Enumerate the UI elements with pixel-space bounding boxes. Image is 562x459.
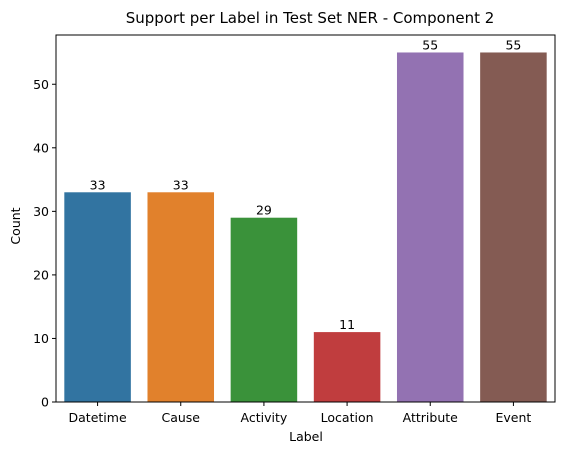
data-label-datetime: 33: [90, 177, 106, 192]
x-tick-label-activity: Activity: [241, 410, 288, 425]
x-tick-label-datetime: Datetime: [69, 410, 127, 425]
data-label-attribute: 55: [422, 37, 438, 52]
axes-frame: [55, 34, 556, 403]
bar-location: [313, 332, 381, 402]
y-tick-label: 40: [33, 140, 49, 155]
x-axis-label: Label: [289, 429, 323, 444]
y-tick-label: 10: [33, 331, 49, 346]
y-tick-label: 0: [41, 395, 49, 410]
chart-title: Support per Label in Test Set NER - Comp…: [126, 9, 495, 27]
data-label-cause: 33: [173, 177, 189, 192]
plot-frame: [55, 34, 556, 403]
y-tick-label: 50: [33, 77, 49, 92]
bar-cause: [147, 192, 215, 402]
data-label-activity: 29: [256, 203, 272, 218]
bars-layer: [64, 52, 547, 402]
data-labels-layer: 33 33 29 11 55 55: [90, 37, 522, 332]
bar-datetime: [64, 192, 131, 402]
x-axis: Datetime Cause Activity Location Attribute Ev…: [69, 402, 532, 425]
y-axis-label: Count: [8, 207, 23, 244]
y-tick-label: 30: [33, 204, 49, 219]
x-tick-label-event: Event: [496, 410, 532, 425]
bar-attribute: [396, 52, 464, 402]
bar-activity: [230, 217, 298, 402]
y-axis: 0 10 20 30 40 50: [33, 77, 56, 410]
x-tick-label-cause: Cause: [161, 410, 200, 425]
x-tick-label-location: Location: [321, 410, 374, 425]
data-label-location: 11: [339, 317, 355, 332]
bar-event: [480, 52, 547, 402]
data-label-event: 55: [505, 37, 521, 52]
y-tick-label: 20: [33, 267, 49, 282]
x-tick-label-attribute: Attribute: [403, 410, 459, 425]
